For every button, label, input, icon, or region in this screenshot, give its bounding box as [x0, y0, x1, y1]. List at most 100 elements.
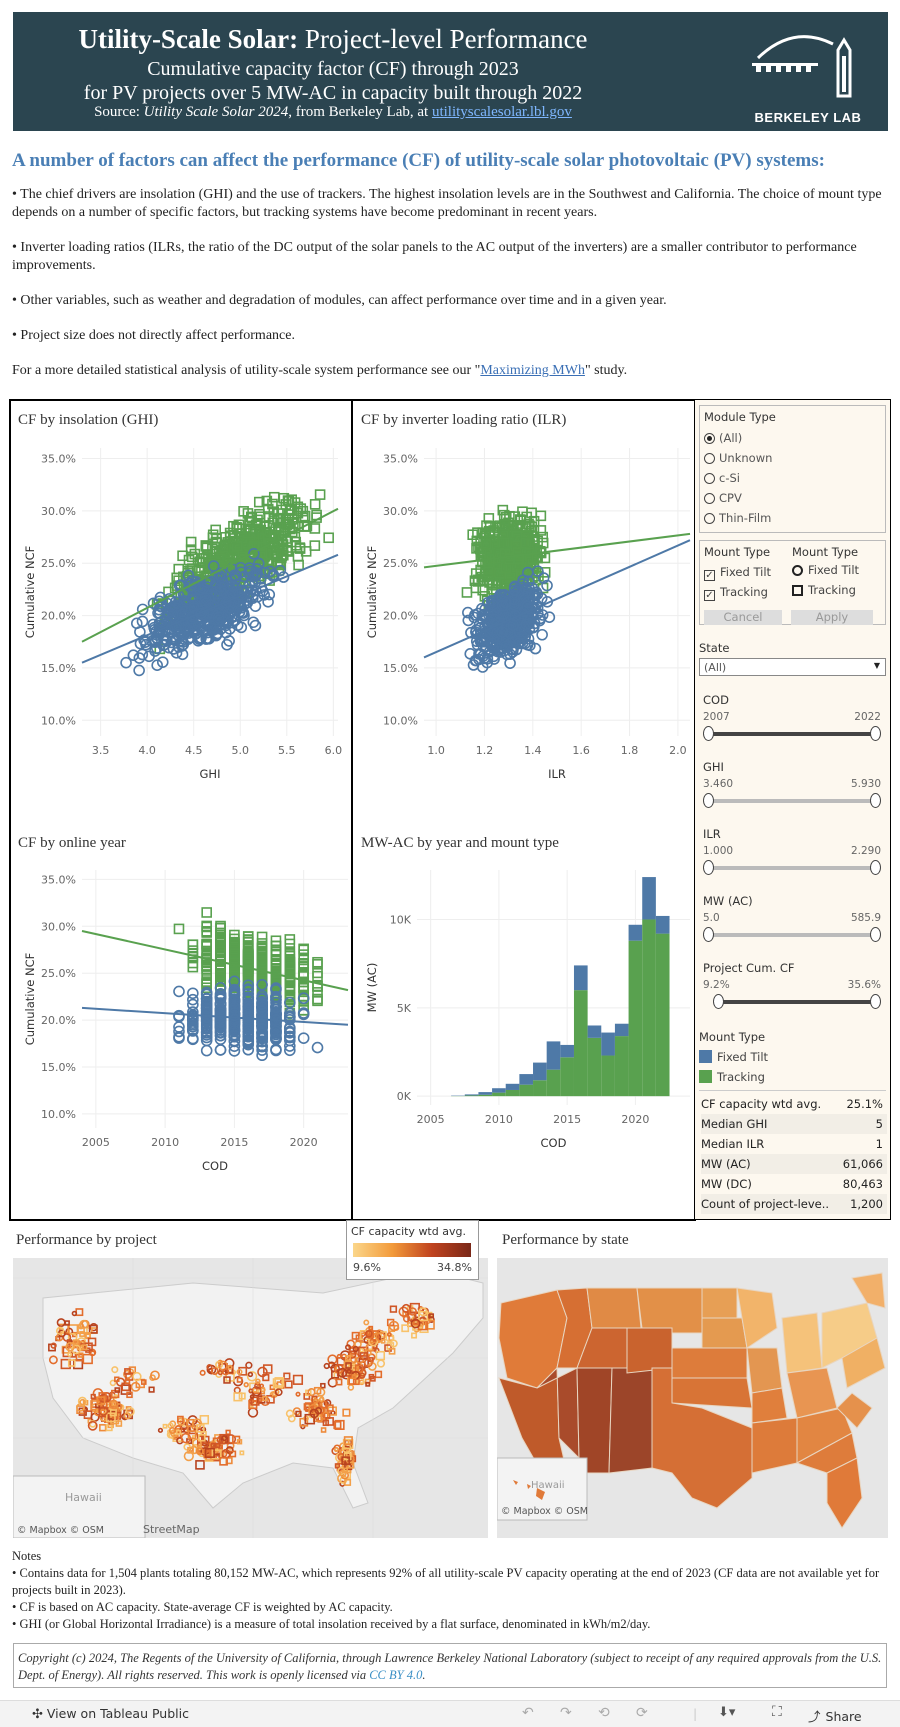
data-point [228, 1009, 241, 1022]
y-tick-label: 20.0% [383, 610, 418, 623]
slider-handle-min[interactable] [703, 860, 714, 875]
data-point [256, 1040, 268, 1053]
slider-ghi[interactable]: GHI 3.460 5.930 [703, 760, 881, 808]
mount-type-fixed-checkbox[interactable]: ✓ Fixed Tilt [704, 565, 772, 581]
project-map[interactable]: Hawaii © Mapbox © OSM StreetMap [12, 1258, 488, 1539]
download-icon[interactable]: ⬇▾ [718, 1705, 736, 1720]
y-axis-label: Cumulative NCF [23, 953, 37, 1046]
slider-handle-max[interactable] [870, 994, 881, 1009]
color-legend-tracking[interactable]: Tracking [699, 1070, 765, 1084]
project-marker [126, 1391, 133, 1399]
bar-chart-mw[interactable]: 2005 2010 2015 2020 0K 5K 10K COD MW (AC) [362, 860, 692, 1190]
view-on-tableau-button[interactable]: ✣ View on Tableau Public [32, 1706, 189, 1722]
slider-handle-min[interactable] [703, 927, 714, 942]
data-point [173, 1025, 185, 1038]
data-point [256, 946, 268, 958]
refresh-icon[interactable]: ⟳ [636, 1705, 648, 1721]
data-point [215, 964, 226, 976]
project-marker [90, 1393, 96, 1400]
trend-line [81, 507, 339, 643]
data-point [212, 607, 225, 620]
redo-icon[interactable]: ↷ [560, 1705, 572, 1721]
project-marker [411, 1332, 418, 1339]
slider-mw-ac[interactable]: MW (AC) 5.0 585.9 [703, 894, 881, 942]
project-marker [199, 1369, 206, 1376]
stat-row: MW (DC) 80,463 [701, 1177, 883, 1191]
data-point [200, 1002, 213, 1015]
slider-handle-max[interactable] [870, 793, 881, 808]
scatter-chart-ghi[interactable]: 3.5 4.0 4.5 5.0 5.5 6.0 10.0% 15.0% 20.0% 25.0% 30… [20, 438, 350, 818]
hawaii-label: Hawaii [65, 1491, 102, 1504]
slider-handle-max[interactable] [870, 860, 881, 875]
slider-handle-min[interactable] [703, 793, 714, 808]
source-link[interactable]: utilityscalesolar.lbl.gov [431, 104, 572, 120]
data-point [256, 1005, 268, 1018]
apply-button[interactable]: Apply [791, 610, 873, 625]
maximizing-mwh-link[interactable]: Maximizing MWh [480, 363, 585, 378]
module-type-option-thin-film[interactable]: Thin-Film [704, 511, 771, 525]
data-point [314, 489, 326, 500]
project-marker [217, 1370, 223, 1376]
slider-handle-max[interactable] [870, 927, 881, 942]
data-point [496, 626, 509, 638]
berkeley-lab-logo[interactable]: BERKELEY LAB [748, 26, 868, 126]
slider-project-cf[interactable]: Project Cum. CF 9.2% 35.6% [703, 961, 881, 1009]
y-tick-label: 20.0% [41, 610, 76, 623]
scatter-chart-year[interactable]: 2005 2010 2015 2020 10.0% 15.0% 20.0% 25.0% 30.0… [20, 860, 350, 1190]
fixed-tilt-swatch-icon [699, 1050, 712, 1063]
revert-icon[interactable]: ⟲ [598, 1705, 610, 1721]
module-type-option-unknown[interactable]: Unknown [704, 451, 772, 465]
project-marker [386, 1318, 395, 1327]
data-point [256, 1001, 268, 1013]
copyright-box: Copyright (c) 2024, The Regents of the U… [13, 1643, 887, 1688]
data-point [133, 652, 146, 664]
undo-icon[interactable]: ↶ [522, 1705, 534, 1721]
data-point [205, 558, 217, 570]
project-marker [196, 1424, 205, 1433]
project-marker [238, 1366, 248, 1376]
data-point [497, 608, 510, 620]
project-marker [98, 1406, 109, 1416]
y-tick-label: 30.0% [41, 505, 76, 518]
state-dropdown[interactable]: (All) ▼ [699, 658, 886, 676]
berkeley-lab-logo-icon [752, 35, 852, 98]
intro-bullet: • The chief drivers are insolation (GHI)… [12, 187, 882, 220]
slider-ilr[interactable]: ILR 1.000 2.290 [703, 827, 881, 875]
slider-handle-min[interactable] [713, 994, 724, 1009]
project-marker [105, 1424, 113, 1432]
chart-title-ghi: CF by insolation (GHI) [18, 412, 159, 428]
module-type-option-csi[interactable]: c-Si [704, 471, 740, 485]
share-button[interactable]: ⤴ Share [808, 1709, 862, 1724]
bar-fixed-tilt [492, 1088, 506, 1093]
slider-handle-max[interactable] [870, 726, 881, 741]
fullscreen-icon[interactable]: ⛶ [772, 1704, 782, 1720]
data-point [262, 596, 274, 608]
project-marker [284, 1380, 293, 1389]
slider-cod[interactable]: COD 2007 2022 [703, 693, 881, 741]
slider-handle-min[interactable] [703, 726, 714, 741]
module-type-option-cpv[interactable]: CPV [704, 491, 742, 505]
data-point [270, 1001, 282, 1014]
data-point [256, 985, 268, 996]
state-map[interactable]: Hawaii © Mapbox © OSM [496, 1258, 888, 1538]
x-tick-label: 1.8 [621, 744, 639, 757]
scatter-chart-ilr[interactable]: 1.0 1.2 1.4 1.6 1.8 2.0 10.0% 15.0% 20.0% 25.0% 30… [362, 438, 692, 818]
project-marker [380, 1331, 387, 1338]
data-point [488, 525, 500, 536]
x-tick-label: 2020 [290, 1136, 318, 1149]
color-legend-fixed[interactable]: Fixed Tilt [699, 1050, 768, 1064]
x-tick-label: 2005 [417, 1113, 445, 1126]
data-point [311, 1041, 324, 1054]
data-point [499, 519, 510, 531]
trend-line [423, 539, 691, 659]
maps-section: Performance by project Performance by st… [12, 1220, 888, 1539]
bar-tracking [492, 1092, 506, 1097]
data-point [201, 920, 212, 932]
mount-type-tracking-checkbox[interactable]: ✓ Tracking [704, 585, 768, 601]
cc-by-link[interactable]: CC BY 4.0 [369, 1668, 423, 1682]
project-marker [168, 1426, 176, 1434]
project-marker [335, 1378, 343, 1386]
filter-pane: Module Type (All) Unknown c-Si CPV Thin-… [694, 399, 891, 1220]
cancel-button[interactable]: Cancel [704, 610, 782, 625]
module-type-option-all[interactable]: (All) [704, 431, 742, 445]
